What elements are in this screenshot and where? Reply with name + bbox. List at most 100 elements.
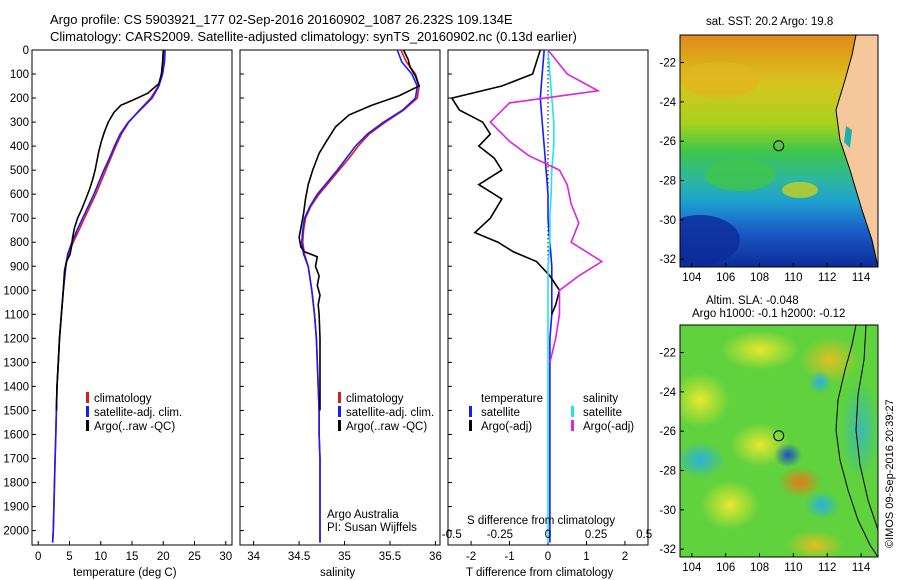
- depth-tick-label: 500: [10, 165, 29, 177]
- sst-patch: [705, 159, 775, 191]
- s-tick-label: 0.25: [585, 529, 607, 541]
- depth-tick-label: 300: [10, 117, 29, 129]
- difference-x-axis: -2 -1 0 1 2: [466, 541, 628, 563]
- sla-map-subtitle: Argo h1000: -0.1 h2000: -0.12: [692, 308, 845, 320]
- x-tick-label: 34: [247, 551, 260, 563]
- sla-map-panel: Altim. SLA: -0.048 Argo h1000: -0.1 h200…: [659, 295, 879, 574]
- legend-label-climatology: climatology: [94, 393, 152, 405]
- temperature-xlabel: temperature (deg C): [73, 567, 177, 579]
- depth-tick-label: 800: [10, 237, 29, 249]
- depth-axis: 0 100 200 300 400 500 600 700 800 900 1000 1100 1200…: [3, 45, 452, 538]
- header-line-1: Argo profile: CS 5903921_177 02-Sep-2016…: [50, 12, 513, 27]
- sla-low-anomaly: [680, 442, 725, 478]
- depth-tick-label: 900: [10, 261, 29, 273]
- argo-location-marker: [773, 140, 785, 152]
- sst-patch: [680, 62, 760, 98]
- sla-low-anomaly: [840, 380, 878, 480]
- shark-bay: [844, 126, 852, 148]
- map-x-tick-label: 108: [750, 272, 769, 284]
- map-x-tick-label: 114: [852, 272, 871, 284]
- x-tick-label: 36: [429, 551, 442, 563]
- t-difference-label: T difference from climatology: [466, 567, 613, 579]
- x-tick-label: 0: [545, 551, 551, 563]
- salinity-panel: 34 34.5 35 35.5 36 salinity climatology sate…: [239, 49, 442, 579]
- legend-label-t-satellite: satellite: [481, 407, 520, 419]
- legend-swatch-t-satellite: [469, 406, 472, 417]
- argo-location-marker: [773, 430, 785, 442]
- s-tick-label: 0.5: [636, 529, 652, 541]
- sla-high-anomaly: [680, 372, 730, 428]
- x-tick-label: 15: [126, 551, 139, 563]
- depth-tick-label: 700: [10, 213, 29, 225]
- map-x-tick-label: 106: [716, 272, 735, 284]
- s-tick-label: -0.25: [487, 529, 513, 541]
- legend-swatch-climatology: [338, 392, 341, 403]
- depth-tick-label: 1400: [3, 381, 29, 393]
- map-y-tick-label: -22: [659, 348, 676, 360]
- x-tick-label: 1: [583, 551, 589, 563]
- x-tick-label: 10: [94, 551, 107, 563]
- sst-map-panel: sat. SST: 20.2 Argo: 19.8 104 106 108 110 11…: [659, 16, 879, 284]
- map-x-tick-label: 112: [818, 562, 836, 574]
- legend-swatch-climatology: [86, 392, 89, 403]
- legend-swatch-s-satellite: [571, 406, 574, 417]
- legend-salinity-title: salinity: [583, 393, 618, 405]
- depth-tick-label: 2000: [3, 526, 29, 538]
- map-y-tick-label: -26: [659, 136, 676, 148]
- series-line: [51, 49, 166, 543]
- sst-map-frame: [679, 34, 879, 268]
- x-tick-label: 0: [35, 551, 41, 563]
- credit-pi: PI: Susan Wijffels: [327, 522, 417, 534]
- depth-tick-label: 1800: [3, 478, 29, 490]
- x-tick-label: 30: [219, 551, 232, 563]
- map-y-tick-label: -26: [659, 426, 676, 438]
- depth-tick-label: 100: [10, 69, 29, 81]
- depth-tick-label: 1700: [3, 453, 29, 465]
- sla-map-title: Altim. SLA: -0.048: [706, 295, 799, 307]
- legend-label-satellite: satellite-adj. clim.: [346, 407, 434, 419]
- depth-tick-label: 1200: [3, 333, 29, 345]
- series-line: [547, 49, 555, 543]
- sla-low-anomaly: [774, 443, 802, 467]
- sst-map-title: sat. SST: 20.2 Argo: 19.8: [706, 16, 833, 28]
- credit-org: Argo Australia: [327, 509, 399, 521]
- map-x-tick-label: 104: [682, 272, 702, 284]
- depth-tick-label: 1500: [3, 405, 29, 417]
- x-tick-label: 34.5: [288, 551, 310, 563]
- s-difference-label: S difference from climatology: [467, 515, 615, 527]
- difference-panel: -2 -1 0 1 2 S difference from climatology -0…: [442, 49, 652, 579]
- legend-label-s-satellite: satellite: [583, 407, 622, 419]
- map-x-tick-label: 108: [750, 562, 769, 574]
- sla-low-anomaly: [808, 370, 832, 394]
- x-tick-label: 20: [157, 551, 170, 563]
- legend-label-satellite: satellite-adj. clim.: [94, 407, 182, 419]
- map-y-tick-label: -30: [659, 505, 676, 517]
- map-y-tick-label: -22: [659, 58, 676, 70]
- legend-label-argo: Argo(..raw -QC): [94, 421, 175, 433]
- series-line: [539, 49, 553, 543]
- sla-low-anomaly: [804, 491, 840, 519]
- header-line-2: Climatology: CARS2009. Satellite-adjuste…: [50, 29, 577, 44]
- salinity-lines: [298, 49, 421, 543]
- depth-tick-label: 1300: [3, 357, 29, 369]
- map-x-tick-label: 110: [784, 272, 802, 284]
- legend-temperature-title: temperature: [481, 393, 543, 405]
- coastline: [835, 325, 878, 557]
- legend-label-s-argo: Argo(-adj): [583, 421, 634, 433]
- map-y-tick-label: -24: [659, 97, 676, 109]
- sla-map-frame: [679, 324, 879, 558]
- depth-tick-label: 1900: [3, 502, 29, 514]
- sst-patch: [680, 215, 740, 265]
- x-tick-label: 35: [338, 551, 351, 563]
- legend-label-climatology: climatology: [346, 393, 404, 405]
- s-tick-label: -0.5: [442, 529, 462, 541]
- sla-high-anomaly: [778, 466, 822, 498]
- series-line: [450, 49, 561, 315]
- salinity-xlabel: salinity: [320, 567, 355, 579]
- map-x-tick-label: 110: [784, 562, 802, 574]
- s-tick-label: 0: [545, 529, 551, 541]
- legend-label-argo: Argo(..raw -QC): [346, 421, 427, 433]
- map-y-tick-label: -32: [659, 544, 676, 556]
- legend-swatch-argo: [338, 420, 341, 431]
- map-x-tick-label: 114: [852, 562, 871, 574]
